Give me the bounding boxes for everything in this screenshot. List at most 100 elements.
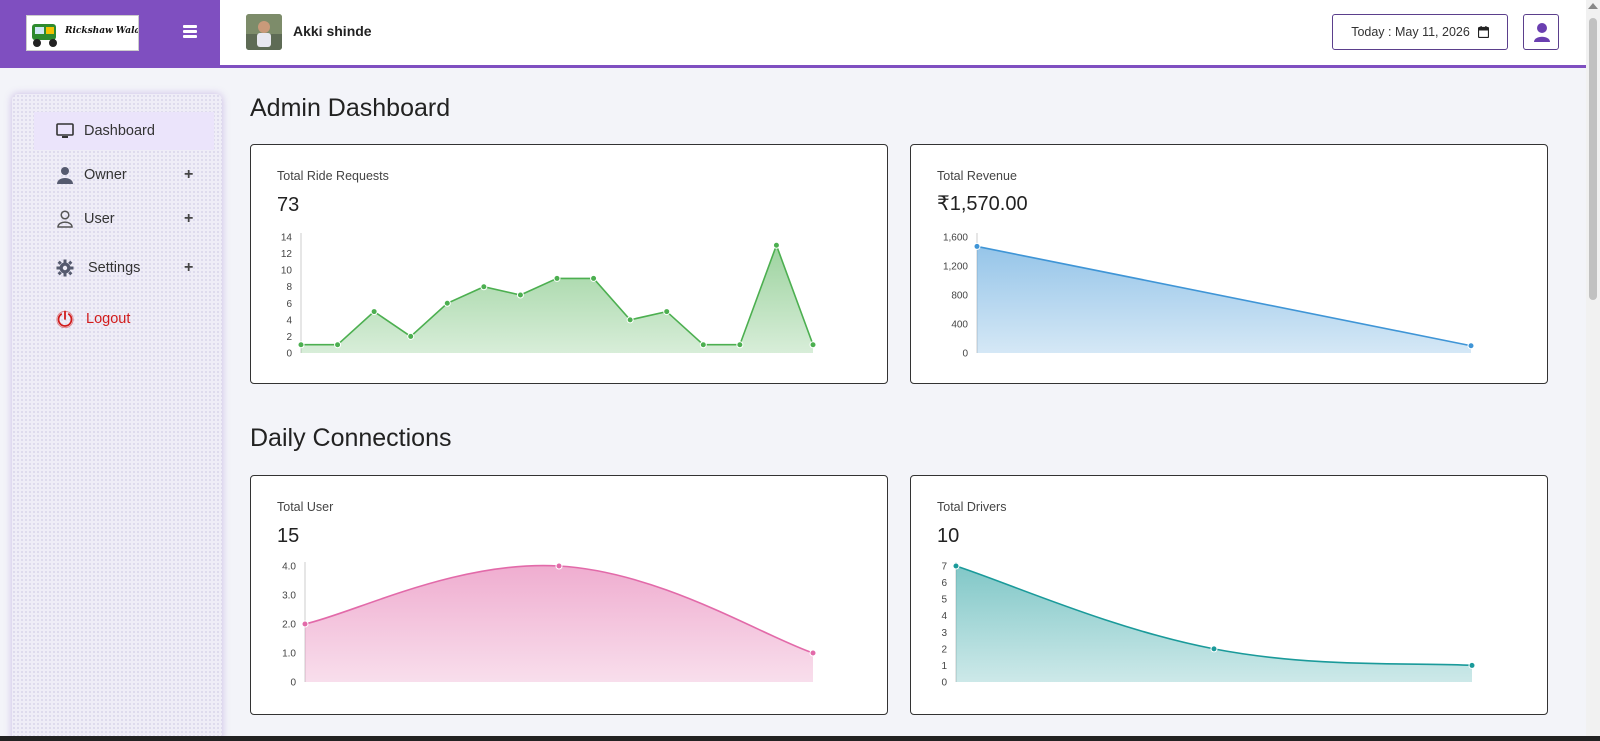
monitor-icon [54, 120, 76, 142]
rickshaw-icon [32, 24, 57, 47]
gear-icon [54, 257, 76, 279]
date-button[interactable]: Today : May 11, 2026 [1332, 14, 1508, 50]
data-point [952, 562, 960, 570]
page-title: Admin Dashboard [250, 94, 451, 122]
y-tick-label: 7 [941, 562, 947, 573]
date-label: Today : May 11, 2026 [1351, 25, 1470, 39]
y-tick-label: 8 [286, 282, 292, 293]
series-line [976, 245, 1472, 347]
y-tick-label: 2.0 [282, 620, 296, 631]
avatar[interactable] [246, 14, 282, 50]
y-tick-label: 1 [941, 661, 947, 672]
y-tick-label: 3.0 [282, 591, 296, 602]
user-icon [1534, 23, 1550, 42]
profile-button[interactable] [1523, 14, 1559, 50]
data-point [772, 241, 780, 249]
data-point [699, 341, 707, 349]
data-point [1210, 645, 1218, 653]
sidebar-item-label: Dashboard [84, 123, 155, 139]
y-tick-label: 4.0 [282, 562, 296, 573]
y-tick-label: 3 [941, 628, 947, 639]
brand-logo[interactable]: Rickshaw Wala [26, 15, 139, 51]
card-total-drivers: Total Drivers 10 0 1 2 3 4 5 6 7 [910, 475, 1548, 715]
y-tick-label: 800 [951, 291, 968, 302]
expand-icon[interactable]: + [184, 210, 194, 227]
scroll-up-icon[interactable] [1588, 3, 1598, 9]
series-area [305, 565, 813, 682]
sidebar-item-dashboard[interactable]: Dashboard [34, 112, 214, 150]
ride-requests-chart: 0 2 4 6 8 10 12 14 [281, 233, 817, 360]
sidebar-item-user[interactable]: User + [34, 200, 214, 238]
y-tick-label: 1.0 [282, 649, 296, 660]
sidebar-item-logout[interactable]: Logout [34, 300, 214, 338]
y-tick-label: 5 [941, 595, 947, 606]
user-outline-icon [54, 208, 76, 230]
y-tick-label: 0 [290, 678, 296, 689]
data-point [736, 341, 744, 349]
y-tick-label: 400 [951, 320, 968, 331]
y-tick-label: 6 [286, 299, 292, 310]
y-tick-label: 2 [941, 644, 947, 655]
data-point [973, 242, 981, 250]
data-point [663, 308, 671, 316]
y-tick-label: 1,600 [943, 233, 968, 244]
expand-icon[interactable]: + [184, 166, 194, 183]
y-tick-label: 0 [962, 349, 968, 360]
data-point [809, 341, 817, 349]
data-point [334, 341, 342, 349]
revenue-chart: 0 400 800 1,200 1,600 [943, 233, 1475, 360]
section-title-daily-connections: Daily Connections [250, 424, 452, 452]
y-tick-label: 10 [281, 266, 293, 277]
data-point [443, 299, 451, 307]
owner-icon [54, 164, 76, 186]
card-value: 73 [277, 194, 300, 216]
series-area [301, 245, 813, 353]
brand-area: Rickshaw Wala [0, 0, 220, 68]
y-tick-label: 2 [286, 332, 292, 343]
total-drivers-chart: 0 1 2 3 4 5 6 7 [941, 562, 1476, 689]
y-tick-label: 1,200 [943, 262, 968, 273]
scrollbar-thumb[interactable] [1589, 18, 1597, 300]
y-tick-label: 14 [281, 233, 293, 244]
card-label: Total Revenue [937, 169, 1017, 183]
sidebar: Dashboard Owner + User + Settings + Logo… [12, 94, 222, 741]
card-total-user: Total User 15 0 1.0 2.0 3.0 4.0 [250, 475, 888, 715]
card-value: 15 [277, 525, 300, 547]
data-point [297, 341, 305, 349]
card-label: Total User [277, 500, 334, 514]
sidebar-item-label: User [84, 211, 115, 227]
y-tick-label: 6 [941, 578, 947, 589]
menu-toggle-icon[interactable] [183, 24, 199, 40]
card-value: 10 [937, 525, 960, 547]
sidebar-item-settings[interactable]: Settings + [34, 249, 214, 287]
data-point [555, 562, 563, 570]
y-tick-label: 0 [286, 349, 292, 360]
data-point [480, 283, 488, 291]
y-tick-label: 12 [281, 249, 293, 260]
data-point [370, 308, 378, 316]
y-tick-label: 0 [941, 678, 947, 689]
card-label: Total Drivers [937, 500, 1007, 514]
card-revenue: Total Revenue ₹1,570.00 0 400 800 1,200 1,60… [910, 144, 1548, 384]
data-point [809, 649, 817, 657]
card-value: ₹1,570.00 [937, 193, 1028, 215]
expand-icon[interactable]: + [184, 259, 194, 276]
top-bar: Rickshaw Wala Akki shinde Today : May 11… [0, 0, 1586, 68]
sidebar-item-label: Settings [88, 260, 141, 276]
data-point [590, 274, 598, 282]
power-icon [54, 308, 76, 330]
sidebar-item-owner[interactable]: Owner + [34, 156, 214, 194]
total-user-chart: 0 1.0 2.0 3.0 4.0 [282, 562, 817, 689]
taskbar-strip [0, 736, 1600, 741]
data-point [1467, 342, 1475, 350]
data-point [516, 291, 524, 299]
card-label: Total Ride Requests [277, 169, 389, 183]
y-tick-label: 4 [286, 315, 292, 326]
sidebar-item-label: Logout [86, 311, 131, 327]
series-area [977, 246, 1471, 353]
data-point [407, 332, 415, 340]
y-tick-label: 4 [941, 611, 947, 622]
data-point [626, 316, 634, 324]
data-point [301, 620, 309, 628]
series-area [956, 566, 1472, 682]
